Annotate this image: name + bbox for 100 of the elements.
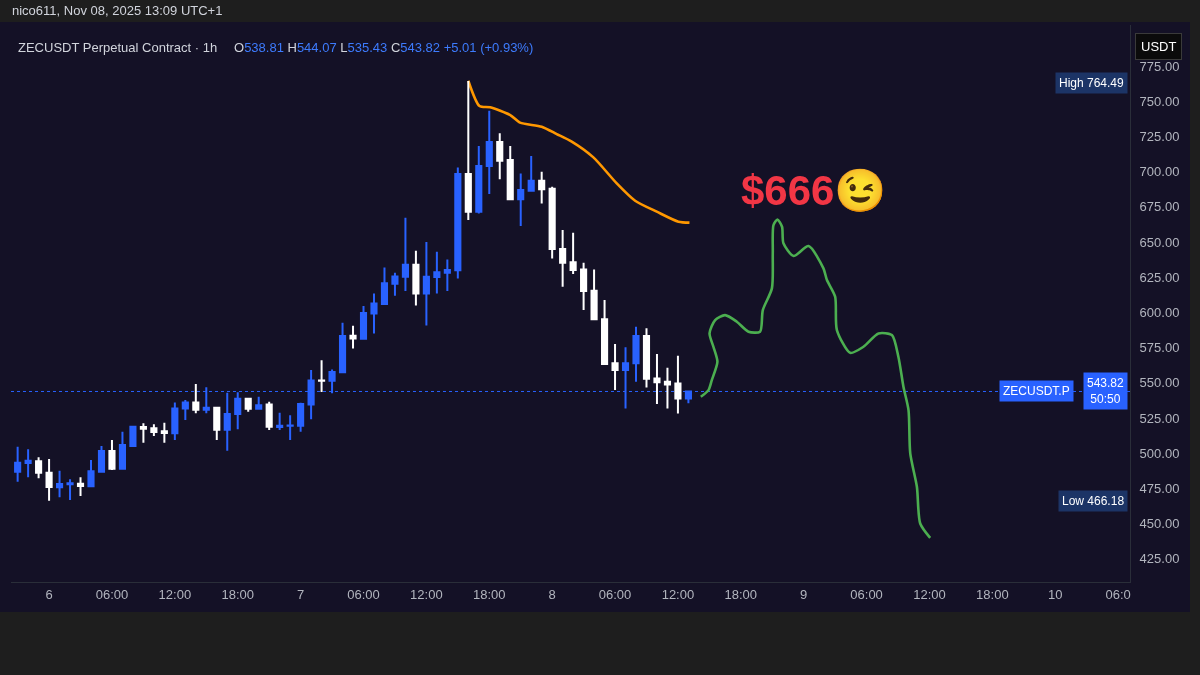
candlestick [391, 271, 399, 297]
candlestick [181, 398, 189, 422]
y-tick-label: 775.00 [1139, 58, 1180, 74]
candlestick [213, 405, 221, 442]
candlestick [118, 430, 127, 471]
candlestick [559, 228, 567, 288]
x-tick-label: 10 [1048, 586, 1063, 602]
annotation: High 764.49 [1059, 76, 1125, 90]
candlestick [171, 401, 179, 442]
candlestick [108, 439, 116, 472]
y-tick-label: 475.00 [1139, 480, 1180, 496]
candlestick [412, 249, 420, 307]
y-tick-label: 600.00 [1139, 304, 1180, 320]
candlestick [192, 383, 200, 415]
annotation: Low 466.18 [1062, 494, 1125, 508]
x-tick-label: 12:00 [158, 586, 192, 602]
candlestick [14, 445, 22, 483]
candlestick [349, 324, 357, 350]
candlestick [55, 469, 64, 499]
candlestick [496, 132, 504, 181]
y-tick-label: 625.00 [1139, 269, 1180, 285]
candlestick [663, 366, 672, 410]
candlestick [129, 424, 137, 448]
candlestick [318, 359, 326, 394]
candlestick [580, 261, 588, 312]
y-tick-label: 450.00 [1139, 516, 1180, 532]
candlestick [506, 145, 514, 202]
y-tick-label: 525.00 [1139, 410, 1180, 426]
x-tick-label: 6 [45, 586, 53, 602]
y-tick-label: 675.00 [1139, 199, 1180, 215]
x-tick-label: 7 [297, 586, 305, 602]
x-tick-label: 12:00 [661, 586, 695, 602]
y-tick-label: 575.00 [1139, 340, 1180, 356]
candlestick [464, 80, 472, 221]
candlestick [475, 145, 483, 215]
x-tick-label: 06:00 [598, 586, 632, 602]
y-tick-label: 500.00 [1139, 445, 1180, 461]
candlestick [359, 305, 368, 341]
x-tick-label: 18:00 [976, 586, 1009, 602]
x-tick-label: 06:00 [95, 586, 129, 602]
candlestick [87, 459, 95, 488]
annotation: 543.82 50:50 [1087, 376, 1125, 406]
text: O538.81 H544.07 L535.43 C543.82 +5.01 (+0.93%) [234, 40, 534, 55]
candlestick [538, 170, 546, 205]
annotation: $666😉 [741, 167, 887, 214]
candlestick [265, 400, 273, 432]
candlestick [244, 397, 252, 413]
x-tick-label: 12:00 [913, 586, 946, 602]
candlestick [401, 216, 409, 293]
candlestick [160, 421, 168, 444]
candlestick [35, 456, 43, 480]
candlestick [276, 411, 284, 432]
y-tick-label: 750.00 [1139, 93, 1180, 109]
candlestick [380, 266, 389, 307]
text: nico611, Nov 08, 2025 13:09 UTC+1 [12, 3, 223, 18]
y-tick-label: 700.00 [1139, 164, 1180, 180]
x-tick-label: 06:0 [1105, 586, 1131, 602]
candlestick [422, 241, 430, 327]
candlestick [370, 292, 378, 335]
candlestick [338, 321, 347, 374]
candlestick [97, 445, 106, 474]
candlestick [632, 325, 640, 383]
candlestick [527, 154, 535, 193]
candlestick [443, 258, 451, 293]
candlestick [297, 401, 305, 433]
candlestick [454, 166, 462, 280]
line-series [699, 218, 932, 540]
line-series [467, 79, 691, 224]
candlestick [485, 109, 493, 195]
text: ZECUSDT Perpetual Contract · 1h [18, 39, 218, 55]
candlestick [66, 478, 74, 501]
candlestick [569, 231, 577, 276]
candlestick [255, 395, 263, 411]
candlestick [286, 414, 294, 442]
candlestick [590, 268, 598, 321]
y-tick-label: 550.00 [1139, 375, 1180, 391]
candlestick [600, 299, 609, 366]
candlestick [76, 476, 85, 498]
candlestick [24, 448, 32, 479]
candlestick [433, 250, 441, 295]
x-tick-label: 9 [800, 586, 808, 602]
y-tick-label: 725.00 [1139, 129, 1180, 145]
candlestick [139, 422, 147, 444]
x-tick-label: 18:00 [724, 586, 758, 602]
candlestick [45, 458, 53, 502]
candlestick [642, 327, 651, 389]
candlestick [674, 354, 682, 415]
candlestick [234, 391, 242, 431]
x-tick-label: 06:00 [347, 586, 380, 602]
x-tick-label: 12:00 [410, 586, 443, 602]
candlestick [517, 172, 525, 228]
x-tick-label: 8 [548, 586, 556, 602]
candlestick [150, 423, 158, 437]
x-tick-label: 18:00 [221, 586, 254, 602]
y-tick-label: 425.00 [1139, 551, 1180, 567]
candlestick [653, 353, 661, 406]
y-tick-label: 650.00 [1139, 234, 1180, 250]
candlestick [611, 343, 619, 392]
ref-line-label: ZECUSDT.P [1003, 384, 1070, 398]
x-tick-label: 06:00 [850, 586, 883, 602]
